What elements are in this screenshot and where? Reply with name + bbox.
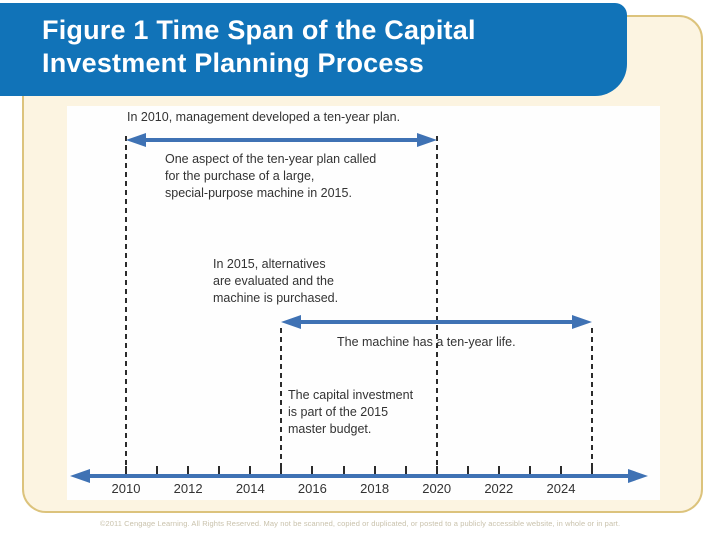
span-right-arrowhead-icon (571, 315, 592, 329)
timeline-axis (70, 469, 648, 483)
span-arrow-2015-2025 (281, 315, 592, 329)
slide-header: Figure 1 Time Span of the Capital Invest… (0, 3, 627, 96)
timeline-year-label: 2022 (484, 481, 514, 496)
span-left-arrowhead-icon (281, 315, 302, 329)
timeline-tick-2022 (497, 466, 500, 474)
timeline-year-label: 2010 (111, 481, 141, 496)
timeline-tick-2023 (528, 466, 531, 474)
timeline-tick-2017 (342, 466, 345, 474)
note-plan-aspect: One aspect of the ten-year plan called f… (165, 152, 377, 200)
timeline-tick-2013 (218, 466, 221, 474)
span-arrow-2010-2020 (126, 133, 437, 147)
timeline-year-label: 2020 (422, 481, 452, 496)
timeline-right-arrowhead-icon (628, 469, 648, 483)
timeline-year-label: 2018 (360, 481, 390, 496)
timeline-tick-2025 (591, 466, 593, 474)
timeline-year-label: 2014 (235, 481, 265, 496)
copyright-text: ©2011 Cengage Learning. All Rights Reser… (99, 519, 621, 528)
timeline-tick-2016 (311, 466, 314, 474)
timeline-year-label: 2024 (546, 481, 576, 496)
dashed-drop-line-2015 (280, 328, 283, 466)
timeline-tick-2020 (435, 466, 438, 474)
note-master-budget: The capital investment is part of the 20… (288, 388, 414, 436)
span-arrow-line (295, 320, 578, 324)
note-evaluate-2015: In 2015, alternatives are evaluated and … (213, 257, 339, 305)
span-right-arrowhead-icon (416, 133, 437, 147)
timeline-tick-2015 (280, 466, 283, 474)
timeline-line (84, 474, 634, 478)
timeline-tick-2018 (373, 466, 376, 474)
note-machine-life: The machine has a ten-year life. (337, 335, 516, 349)
timeline-tick-2019 (404, 466, 407, 474)
timeline-tick-2024 (560, 466, 562, 474)
timeline-year-label: 2016 (297, 481, 327, 496)
note-plan-2010: In 2010, management developed a ten-year… (127, 110, 401, 124)
dashed-drop-line-2020 (435, 136, 438, 466)
page-title: Figure 1 Time Span of the Capital Invest… (42, 15, 476, 78)
timeline-year-label: 2012 (173, 481, 203, 496)
dashed-drop-line-2010 (125, 136, 127, 466)
timeline-tick-2011 (156, 466, 159, 474)
timeline-tick-2010 (125, 466, 127, 474)
timeline-tick-2021 (466, 466, 469, 474)
span-arrow-line (140, 138, 423, 142)
span-left-arrowhead-icon (126, 133, 146, 147)
timeline-tick-2014 (249, 466, 252, 474)
dashed-drop-line-2025 (591, 328, 593, 466)
timeline-tick-2012 (187, 466, 190, 474)
timeline-left-arrowhead-icon (70, 469, 90, 483)
diagram-area: In 2010, management developed a ten-year… (67, 106, 660, 500)
